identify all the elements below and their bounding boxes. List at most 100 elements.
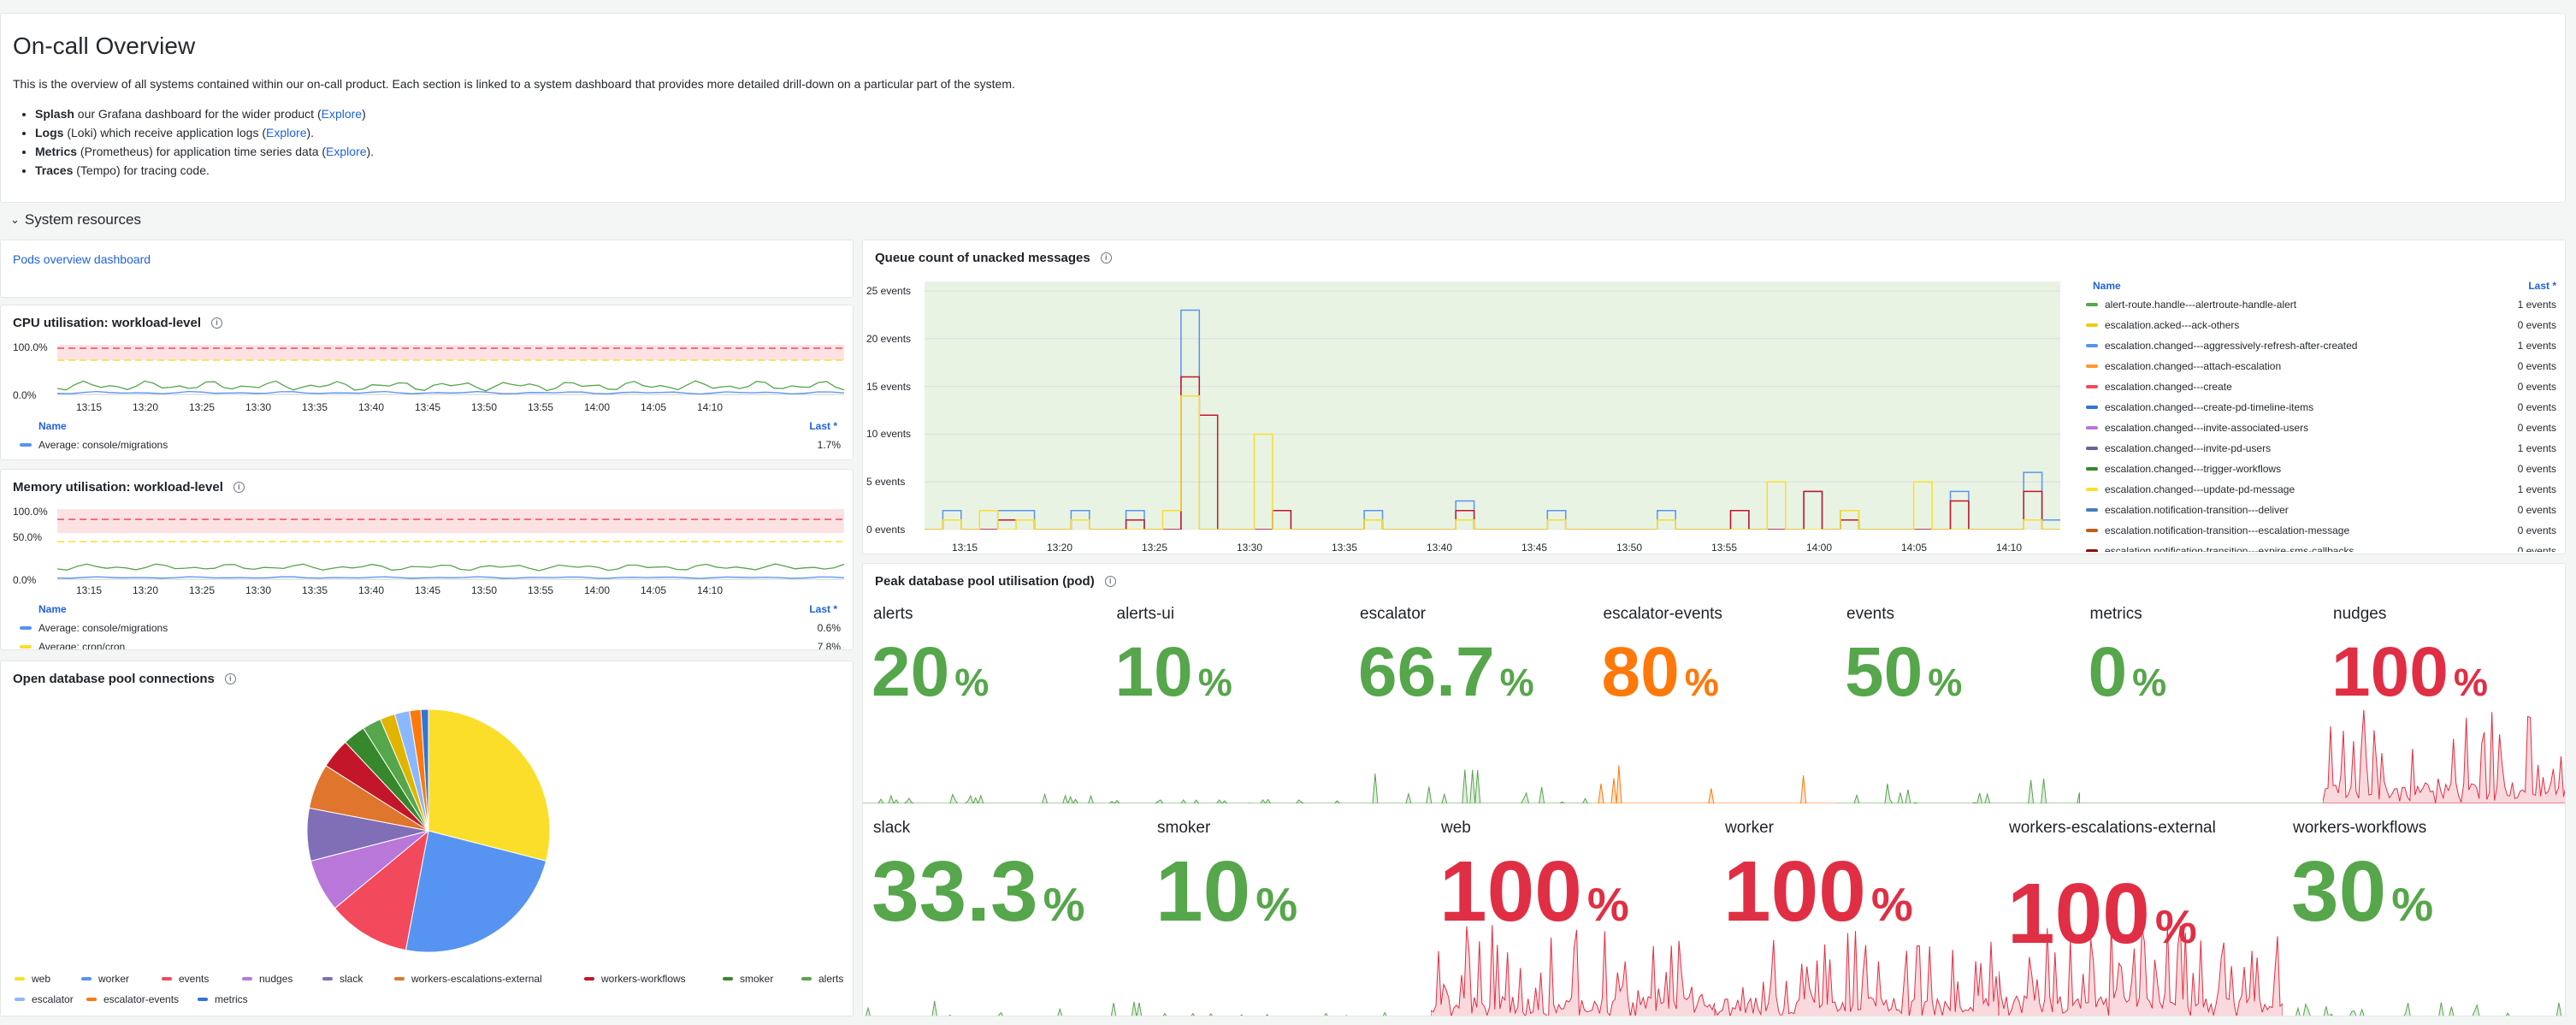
queue-legend-row[interactable]: escalation.notification-transition---del…	[2086, 504, 2556, 516]
pie-slice-worker[interactable]	[405, 830, 547, 953]
pool-legend-item[interactable]: metrics	[198, 993, 248, 1005]
pool-legend-item[interactable]: worker	[81, 973, 129, 985]
legend-swatch	[2086, 549, 2098, 552]
queue-legend-row[interactable]: escalation.changed---attach-escalation 0 …	[2086, 360, 2556, 372]
legend-swatch	[2086, 344, 2098, 347]
stat-smoker[interactable]: smoker 10%	[1147, 809, 1431, 1016]
pie-slice-metrics[interactable]	[420, 708, 429, 832]
pool-legend-item[interactable]: alerts	[801, 973, 843, 985]
stat-unit: %	[1043, 878, 1085, 931]
stat-alerts-ui[interactable]: alerts-ui 10%	[1106, 595, 1350, 803]
memory-legend-row[interactable]: Average: console/migrations 0.6%	[20, 622, 841, 634]
queue-legend-name-header[interactable]: Name	[2093, 280, 2121, 292]
legend-value: 0 events	[2517, 360, 2556, 372]
cpu-legend-name-header[interactable]: Name	[38, 420, 67, 432]
stat-value: 100%	[1723, 843, 1913, 941]
pool-legend-item[interactable]: smoker	[723, 973, 773, 985]
queue-legend-row[interactable]: escalation.changed---update-pd-message 1 …	[2086, 483, 2556, 495]
x-tick-label: 13:15	[952, 542, 978, 554]
pool-legend-item[interactable]: escalator	[15, 993, 74, 1005]
queue-chart[interactable]	[925, 281, 2060, 530]
stat-events[interactable]: events 50%	[1836, 595, 2080, 803]
pool-legend-item[interactable]: workers-workflows	[584, 973, 686, 985]
queue-legend-row[interactable]: escalation.notification-transition---esc…	[2086, 524, 2556, 536]
legend-label: metrics	[215, 993, 248, 1005]
stat-sparkline	[1836, 779, 2080, 803]
legend-swatch	[2086, 323, 2098, 327]
x-tick-label: 13:30	[1237, 542, 1263, 554]
info-icon[interactable]: i	[233, 482, 245, 493]
queue-legend-row[interactable]: escalation.changed---trigger-workflows 0 …	[2086, 463, 2556, 475]
stat-worker[interactable]: worker 100%	[1715, 809, 1999, 1016]
metrics-explore-link[interactable]: Explore	[326, 145, 367, 158]
stat-metrics[interactable]: metrics 0%	[2079, 595, 2323, 803]
sparkline-area	[1106, 798, 1350, 803]
legend-label: workers-workflows	[601, 973, 686, 985]
legend-swatch	[2086, 303, 2098, 306]
info-icon[interactable]: i	[1100, 252, 1112, 264]
cpu-chart[interactable]	[57, 343, 844, 412]
legend-swatch	[15, 998, 25, 1001]
stat-workers-workflows[interactable]: workers-workflows 30%	[2283, 809, 2565, 1016]
queue-legend-row[interactable]: escalation.changed---invite-pd-users 1 ev…	[2086, 442, 2556, 454]
stat-name: workers-escalations-external	[2009, 819, 2216, 837]
stat-web[interactable]: web 100%	[1431, 809, 1715, 1016]
pool-legend-item[interactable]: workers-escalations-external	[394, 973, 542, 985]
sparkline-area	[863, 792, 1107, 803]
y-tick-label: 0 events	[866, 524, 906, 536]
splash-explore-link[interactable]: Explore	[321, 107, 363, 121]
memory-chart[interactable]	[57, 507, 844, 584]
stat-number: 10	[1155, 844, 1251, 939]
queue-legend-row[interactable]: escalation.changed---create-pd-timeline-…	[2086, 401, 2556, 413]
x-tick-label: 13:35	[302, 401, 328, 413]
stat-slack[interactable]: slack 33.3%	[863, 809, 1147, 1016]
stat-escalator-events[interactable]: escalator-events 80%	[1592, 595, 1836, 803]
queue-legend-row[interactable]: escalation.changed---create 0 events	[2086, 381, 2556, 393]
stat-number: 100	[1439, 844, 1582, 939]
sparkline-area	[1350, 769, 1593, 803]
stat-alerts[interactable]: alerts 20%	[863, 595, 1107, 803]
stat-nudges[interactable]: nudges 100%	[2323, 595, 2565, 803]
pool-pie-chart[interactable]	[292, 694, 565, 968]
logs-explore-link[interactable]: Explore	[266, 126, 307, 139]
x-tick-label: 13:20	[133, 584, 159, 596]
stat-name: metrics	[2089, 605, 2142, 623]
x-tick-label: 14:05	[1901, 542, 1928, 554]
pods-overview-link[interactable]: Pods overview dashboard	[13, 252, 151, 266]
row-title-label: System resources	[24, 211, 141, 228]
pool-legend-item[interactable]: web	[15, 973, 50, 985]
memory-legend-last-header[interactable]: Last *	[809, 603, 837, 615]
pool-legend-item[interactable]: slack	[322, 973, 363, 985]
info-icon[interactable]: i	[211, 317, 223, 329]
queue-legend-last-header[interactable]: Last *	[2528, 280, 2556, 292]
x-tick-label: 14:00	[1806, 542, 1833, 554]
legend-label: smoker	[740, 973, 774, 985]
stat-workers-escalations-external[interactable]: workers-escalations-external 100%	[1999, 809, 2283, 1016]
row-system-resources[interactable]: ⌄ System resources	[10, 211, 141, 228]
pie-slice-web[interactable]	[428, 708, 551, 862]
pool-legend-item[interactable]: events	[162, 973, 209, 985]
memory-legend-row[interactable]: Average: cron/cron 7.8%	[20, 641, 841, 649]
y-tick-label: 20 events	[866, 332, 912, 345]
queue-legend-row[interactable]: escalation.acked---ack-others 0 events	[2086, 319, 2556, 331]
pool-legend-item[interactable]: nudges	[242, 973, 292, 985]
info-icon[interactable]: i	[224, 673, 236, 684]
info-icon[interactable]: i	[1104, 576, 1116, 587]
stat-escalator[interactable]: escalator 66.7%	[1350, 595, 1593, 803]
pie-slice-events[interactable]	[334, 829, 429, 951]
pool-legend-item[interactable]: escalator-events	[86, 993, 179, 1005]
cpu-legend-last-header[interactable]: Last *	[809, 420, 837, 432]
queue-legend-row[interactable]: alert-route.handle---alertroute-handle-a…	[2086, 299, 2556, 311]
queue-legend-row[interactable]: escalation.changed---invite-associated-u…	[2086, 422, 2556, 434]
legend-swatch	[2086, 488, 2098, 491]
x-tick-label: 13:55	[528, 401, 554, 413]
queue-legend-row[interactable]: escalation.notification-transition---exp…	[2086, 545, 2556, 552]
sparkline-area	[1592, 765, 1836, 803]
queue-legend: alert-route.handle---alertroute-handle-a…	[2077, 299, 2558, 552]
memory-legend-name-header[interactable]: Name	[38, 603, 67, 615]
memory-title: Memory utilisation: workload-level	[13, 480, 223, 495]
queue-legend-row[interactable]: escalation.changed---aggressively-refres…	[2086, 340, 2556, 352]
stat-value: 80%	[1602, 632, 1719, 713]
stat-number: 30	[2291, 844, 2387, 939]
cpu-legend-row[interactable]: Average: console/migrations 1.7%	[20, 439, 841, 451]
